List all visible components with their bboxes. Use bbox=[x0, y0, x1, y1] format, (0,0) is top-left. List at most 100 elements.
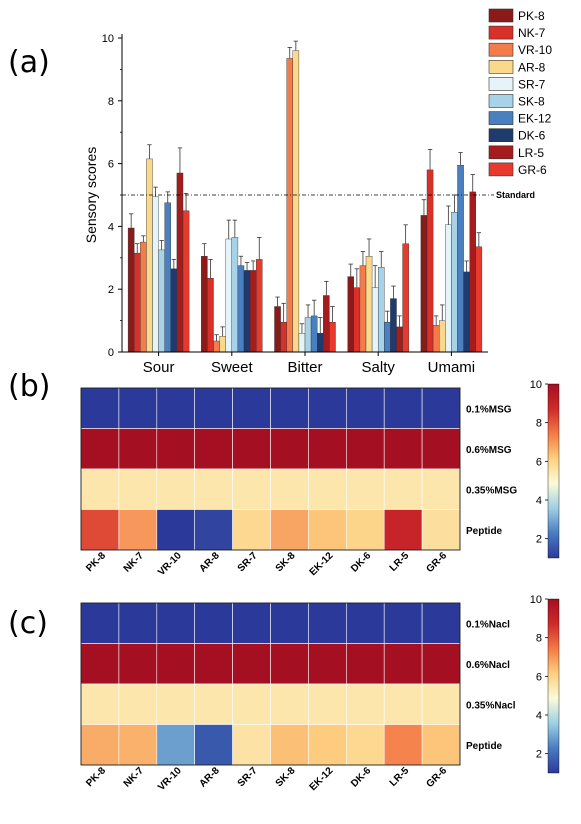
heatmap-b-cell-peptide-nk-7 bbox=[118, 509, 158, 551]
error-bar-sk-8-sweet bbox=[232, 219, 238, 238]
error-bar-sk-8-bitter bbox=[305, 304, 311, 318]
error-bar-sk-8-umami bbox=[452, 194, 457, 213]
bar-vr-10-salty bbox=[359, 265, 367, 353]
heatmap-c-column-label: PK-8 bbox=[84, 765, 108, 789]
bar-nk-7-sweet bbox=[207, 278, 214, 353]
y-tick-label: 0 bbox=[108, 347, 114, 359]
heatmap-c-cell-peptide-sr-7 bbox=[232, 724, 271, 766]
bar-lr-5-salty bbox=[396, 326, 403, 353]
heatmap-c-row-label: Peptide bbox=[466, 741, 503, 752]
heatmap-b-cell-06msg-ek-12 bbox=[308, 428, 347, 470]
legend-item-gr-6: GR-6 bbox=[488, 162, 547, 177]
error-bar-gr-6-sour bbox=[183, 193, 189, 211]
heatmap-c-cell-peptide-nk-7 bbox=[118, 724, 158, 766]
heatmap-b-cell-01msg-pk-8 bbox=[80, 387, 120, 429]
heatmap-b-column-label: VR-10 bbox=[156, 550, 184, 578]
category-label-sour: Sour bbox=[143, 359, 175, 376]
error-bar-sr-7-sweet bbox=[226, 219, 231, 239]
y-tick-label: 2 bbox=[108, 284, 114, 296]
heatmap-b-column-label: PK-8 bbox=[84, 550, 108, 574]
bar-sk-8-sweet bbox=[231, 237, 239, 353]
legend-label: LR-5 bbox=[518, 146, 544, 160]
error-bar-lr-5-sour bbox=[177, 147, 183, 174]
bar-lr-5-sour bbox=[176, 172, 184, 353]
heatmap-b-cell-06msg-nk-7 bbox=[118, 428, 158, 470]
bar-pk-8-sour bbox=[127, 227, 135, 353]
heatmap-c-cell-01nacl-dk-6 bbox=[345, 602, 385, 644]
heatmap-b-cell-035msg-ek-12 bbox=[308, 468, 347, 510]
error-bar-sk-8-sour bbox=[159, 240, 164, 250]
heatmap-b-cell-01msg-sr-7 bbox=[232, 387, 271, 429]
error-bar-ek-12-bitter bbox=[311, 299, 317, 316]
bar-sr-7-salty bbox=[371, 287, 379, 353]
heatmap-c-column-label: SK-8 bbox=[274, 765, 298, 789]
heatmap-b-cell-06msg-sr-7 bbox=[232, 428, 271, 470]
error-bar-dk-6-bitter bbox=[318, 317, 323, 334]
heatmap-c-cell-035nacl-sk-8 bbox=[270, 683, 309, 725]
heatmap-c-cell-06nacl-sr-7 bbox=[232, 643, 271, 685]
heatmap-b-cell-01msg-vr-10 bbox=[156, 387, 196, 429]
legend-item-ek-12: EK-12 bbox=[488, 111, 552, 126]
bar-chart-sensory-scores: 0 2 4 6 8 10 Sour Sweet Bitter Salty Umami Standa… bbox=[83, 6, 567, 376]
heatmap-b-cell-035msg-sk-8 bbox=[270, 468, 309, 510]
legend-label: GR-6 bbox=[518, 163, 547, 177]
bar-lr-5-bitter bbox=[323, 295, 330, 353]
heatmap-c-cell-01nacl-gr-6 bbox=[421, 602, 461, 644]
y-tick-label: 10 bbox=[102, 33, 114, 45]
error-bar-ar-8-sour bbox=[147, 144, 152, 159]
heatmap-b-cell-01msg-dk-6 bbox=[345, 387, 385, 429]
heatmap-c-colorbar bbox=[547, 598, 560, 774]
heatmap-b-cell-06msg-lr-5 bbox=[383, 428, 423, 470]
heatmap-c-cell-peptide-dk-6 bbox=[345, 724, 385, 766]
heatmap-b-column-label: DK-6 bbox=[349, 550, 374, 575]
heatmap-b-cell-01msg-lr-5 bbox=[383, 387, 423, 429]
legend-swatch bbox=[488, 25, 514, 40]
legend-item-vr-10: VR-10 bbox=[488, 42, 552, 57]
legend-swatch bbox=[488, 145, 514, 160]
bar-sk-8-bitter bbox=[304, 317, 312, 353]
legend-item-pk-8: PK-8 bbox=[488, 8, 545, 23]
heatmap-c-cell-06nacl-dk-6 bbox=[345, 643, 385, 685]
heatmap-b-cell-01msg-nk-7 bbox=[118, 387, 158, 429]
legend-swatch bbox=[488, 111, 514, 125]
heatmap-c-column-label: GR-6 bbox=[424, 765, 449, 790]
bar-nk-7-umami bbox=[426, 169, 434, 353]
legend-label: EK-12 bbox=[518, 112, 552, 126]
heatmap-b-cell-01msg-sk-8 bbox=[270, 387, 309, 429]
panel-label-a: (a) bbox=[8, 45, 50, 80]
heatmap-b-row-label: 0.1%MSG bbox=[466, 404, 512, 415]
heatmap-b-colorbar-tick: 6 bbox=[536, 456, 542, 468]
category-label-salty: Salty bbox=[362, 359, 396, 376]
heatmap-b-cell-06msg-gr-6 bbox=[421, 428, 461, 470]
heatmap-c-column-label: EK-12 bbox=[308, 765, 336, 793]
error-bar-ar-8-bitter bbox=[293, 40, 299, 51]
legend-item-nk-7: NK-7 bbox=[488, 25, 546, 40]
error-bar-ek-12-salty bbox=[385, 310, 390, 323]
error-bar-ek-12-sour bbox=[165, 191, 170, 203]
error-bar-ar-8-sweet bbox=[220, 326, 225, 337]
bar-sr-7-bitter bbox=[298, 333, 306, 353]
heatmap-c-cell-01nacl-pk-8 bbox=[80, 602, 120, 644]
heatmap-b-column-label: NK-7 bbox=[122, 550, 147, 575]
y-tick-label: 8 bbox=[108, 96, 114, 108]
legend-item-ar-8: AR-8 bbox=[488, 59, 546, 74]
legend-item-sk-8: SK-8 bbox=[488, 94, 545, 109]
heatmap-b-cell-peptide-sr-7 bbox=[232, 509, 271, 551]
category-label-bitter: Bitter bbox=[287, 359, 322, 376]
heatmap-c-cell-peptide-vr-10 bbox=[156, 724, 196, 766]
bar-ar-8-sour bbox=[146, 158, 153, 353]
heatmap-b-cell-01msg-ar-8 bbox=[194, 387, 233, 429]
error-bar-ek-12-umami bbox=[458, 152, 463, 166]
bar-ar-8-umami bbox=[439, 320, 446, 353]
heatmap-c-cell-035nacl-lr-5 bbox=[383, 683, 423, 725]
error-bar-dk-6-salty bbox=[391, 285, 396, 299]
error-bar-vr-10-bitter bbox=[287, 47, 292, 59]
heatmap-c-cell-06nacl-nk-7 bbox=[118, 643, 158, 685]
heatmap-b-cell-035msg-lr-5 bbox=[383, 468, 423, 510]
heatmap-c-colorbar-tick: 2 bbox=[536, 749, 542, 761]
error-bar-vr-10-salty bbox=[360, 251, 366, 266]
heatmap-c-cell-01nacl-sr-7 bbox=[232, 602, 271, 644]
legend-swatch bbox=[488, 128, 514, 142]
heatmap-c-frame bbox=[80, 602, 461, 766]
heatmap-c-cell-01nacl-vr-10 bbox=[156, 602, 196, 644]
